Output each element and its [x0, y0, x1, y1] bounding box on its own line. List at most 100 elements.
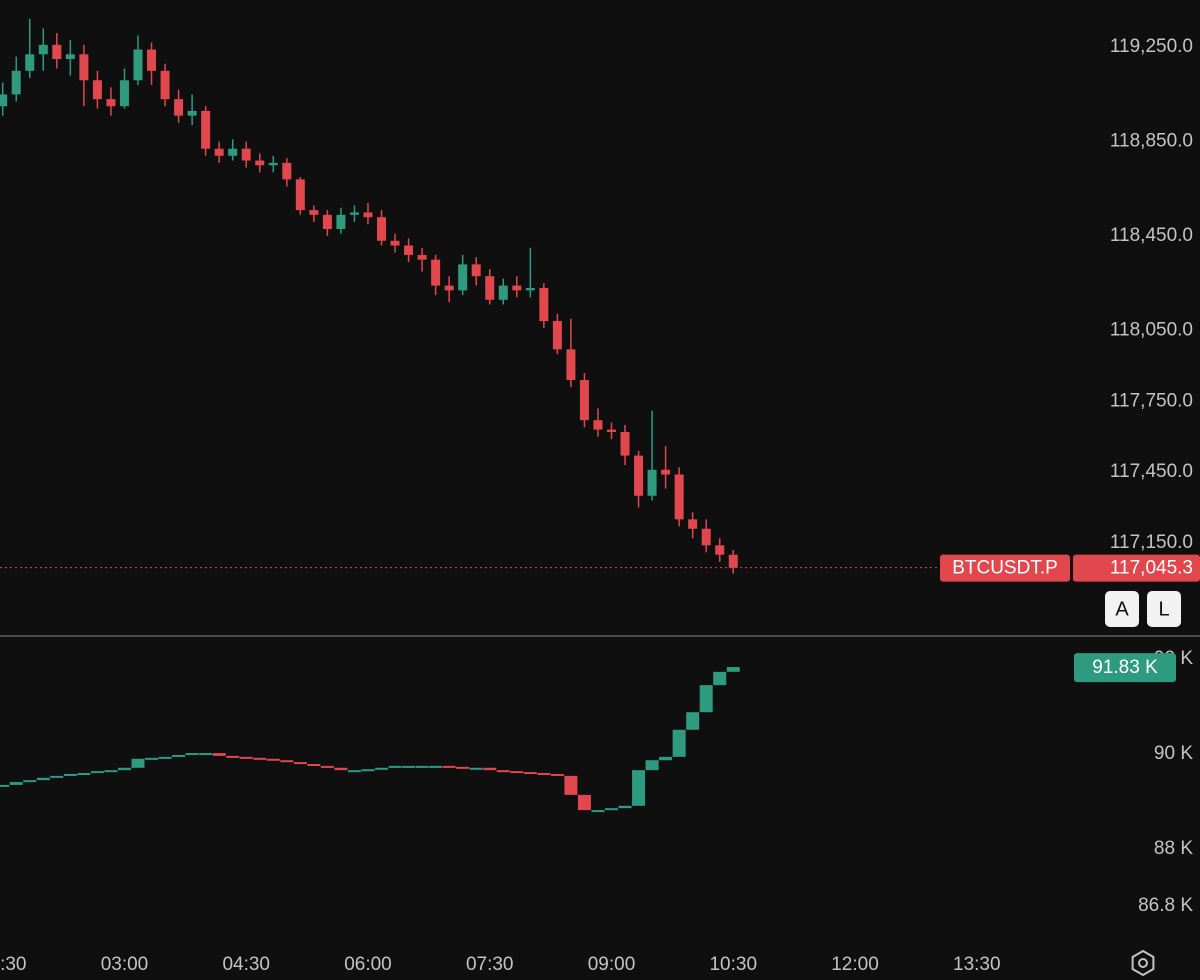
candle-body	[295, 179, 305, 211]
indicator-bar	[172, 754, 186, 757]
candle-body	[52, 44, 62, 60]
indicator-bar	[36, 777, 50, 781]
candle-body	[187, 110, 197, 116]
y-tick-label: 118,050.0	[1110, 319, 1193, 340]
indicator-bar	[564, 775, 578, 795]
indicator-bar	[90, 771, 104, 774]
x-tick-label: 04:30	[222, 954, 270, 975]
indicator-bar	[523, 772, 537, 775]
indicator-bar	[320, 765, 334, 768]
indicator-bar	[293, 762, 307, 765]
candle-body	[106, 99, 116, 107]
indicator-bar	[415, 765, 429, 768]
indicator-bar	[50, 775, 64, 778]
indicator-bar	[713, 671, 727, 686]
scale-button-label: A	[1115, 598, 1129, 620]
indicator-bars	[0, 667, 740, 813]
indicator-bar	[686, 712, 700, 730]
candle-body	[174, 99, 184, 116]
indicator-bar	[510, 771, 524, 774]
candle-body	[147, 49, 157, 71]
indicator-bar	[537, 773, 551, 776]
indicator-bar	[199, 753, 213, 756]
candle-body	[160, 70, 170, 100]
y-tick-label: 90 K	[1154, 743, 1193, 764]
candle-body	[38, 44, 48, 55]
symbol-box	[940, 554, 1070, 582]
indicator-bar	[591, 810, 605, 813]
indicator-bar	[632, 770, 646, 806]
settings-hexagon	[1131, 949, 1155, 977]
indicator-bar	[361, 769, 375, 772]
x-tick-label: 13:30	[953, 954, 1001, 975]
indicator-bar	[117, 767, 131, 771]
x-tick-label: 06:00	[344, 954, 392, 975]
indicator-bar	[158, 756, 172, 759]
y-tick-label: 117,150.0	[1110, 532, 1193, 553]
last-value-box	[1074, 653, 1176, 683]
indicator-bar	[63, 773, 77, 776]
candle-body	[363, 212, 373, 218]
indicator-bar	[280, 760, 294, 763]
indicator-bar	[483, 767, 497, 771]
indicator-bar	[131, 758, 145, 768]
candle-body	[634, 455, 644, 496]
indicator-bar	[456, 766, 470, 769]
indicator-bar	[388, 765, 402, 768]
candle-body	[322, 214, 332, 229]
x-tick-label: 12:00	[831, 954, 879, 975]
candle-body	[268, 162, 278, 166]
indicator-bar	[226, 755, 240, 758]
scale-button-bg	[1147, 591, 1181, 627]
candle-body	[688, 519, 698, 529]
candle-body	[282, 162, 292, 180]
candle-body	[336, 214, 346, 229]
candle-body	[512, 285, 522, 291]
candle-body	[255, 160, 265, 166]
indicator-bar	[618, 805, 632, 809]
candles	[0, 18, 738, 574]
indicator-bar	[577, 794, 591, 811]
candle-body	[377, 217, 387, 241]
candle-body	[309, 210, 319, 215]
scale-button-label: L	[1158, 598, 1169, 620]
indicator-bar	[77, 773, 91, 776]
candle-body	[390, 240, 400, 246]
indicator-bar	[375, 767, 389, 770]
scale-button[interactable]: L	[1147, 591, 1181, 627]
candle-body	[593, 420, 603, 430]
candle-body	[458, 264, 468, 291]
scale-button[interactable]: A	[1105, 591, 1139, 627]
indicator-bar	[604, 808, 618, 811]
candle-body	[471, 264, 481, 277]
y-tick-label: 118,450.0	[1110, 225, 1193, 246]
candle-body	[525, 287, 535, 291]
indicator-bar	[253, 757, 267, 760]
indicator-bar	[239, 756, 253, 759]
indicator-bar	[699, 685, 713, 713]
candle-body	[133, 49, 143, 81]
indicator-bar	[0, 784, 10, 787]
last-price-box	[1073, 554, 1200, 582]
y-tick-label: 117,450.0	[1110, 461, 1193, 482]
scale-button-bg	[1105, 591, 1139, 627]
candle-body	[606, 429, 616, 432]
settings-icon[interactable]	[1131, 949, 1155, 977]
candle-body	[661, 469, 671, 475]
indicator-bar	[185, 753, 199, 756]
y-tick-label: 86.8 K	[1138, 895, 1193, 916]
x-tick-label: 03:00	[101, 954, 149, 975]
candle-body	[674, 474, 684, 520]
indicator-bar	[429, 765, 443, 768]
candle-body	[201, 110, 211, 149]
candle-body	[715, 545, 725, 555]
candle-body	[431, 259, 441, 286]
candle-body	[539, 287, 549, 322]
candle-body	[241, 148, 251, 161]
candle-body	[79, 54, 89, 81]
indicator-bar	[104, 770, 118, 773]
candle-body	[92, 80, 102, 100]
indicator-bar	[9, 782, 23, 785]
candle-body	[647, 469, 657, 496]
